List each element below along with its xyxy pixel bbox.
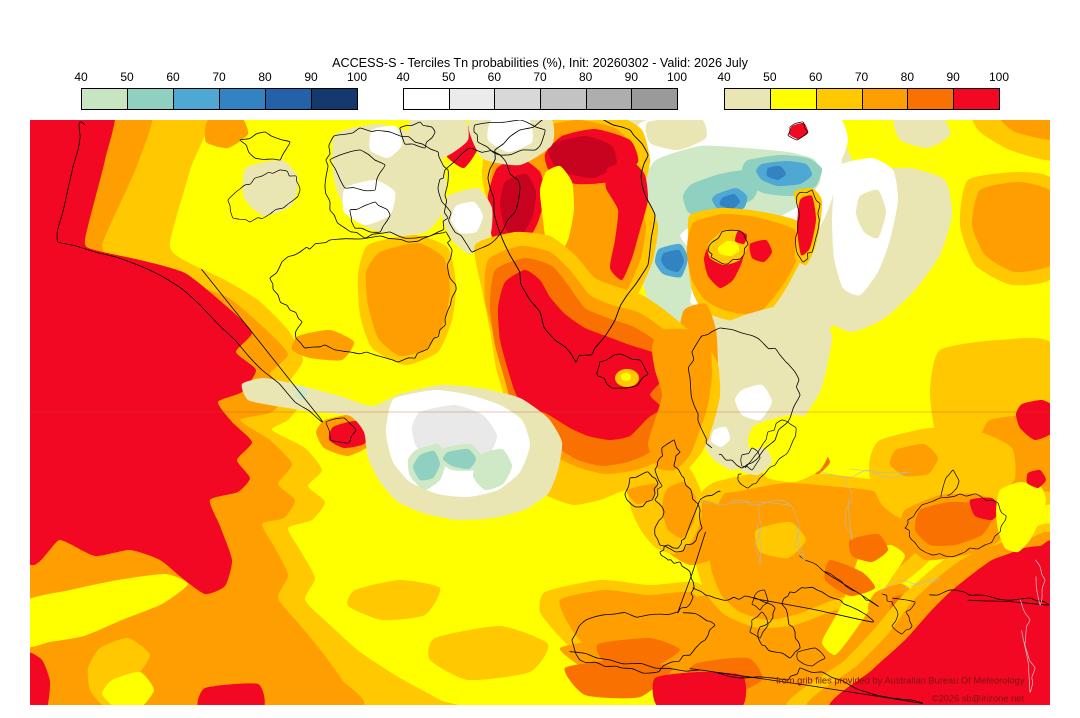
svg-text:from grib files provided by Au: from grib files provided by Australian B… xyxy=(776,676,1025,686)
svg-text:©2026 sb@irizone.net: ©2026 sb@irizone.net xyxy=(932,694,1025,704)
